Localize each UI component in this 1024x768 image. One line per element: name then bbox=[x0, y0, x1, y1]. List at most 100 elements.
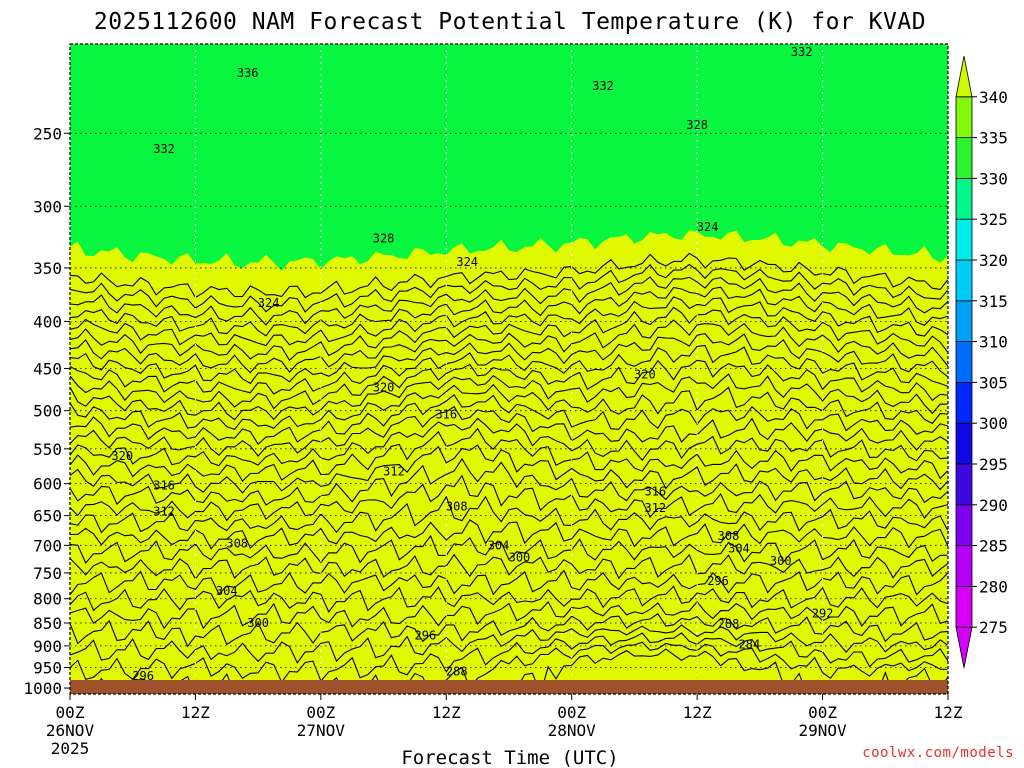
contour-label: 304 bbox=[488, 538, 510, 552]
contour-line-306 bbox=[70, 457, 948, 506]
contour-label: 320 bbox=[634, 368, 656, 382]
y-tick-label: 400 bbox=[33, 312, 62, 331]
x-tick-label: 12Z bbox=[432, 703, 461, 722]
colorbar-tick-label: 295 bbox=[979, 455, 1008, 474]
y-tick-label: 300 bbox=[33, 197, 62, 216]
colorbar-tick-label: 325 bbox=[979, 210, 1008, 229]
contour-line-320 bbox=[70, 373, 948, 421]
x-tick-label: 12Z bbox=[181, 703, 210, 722]
y-tick-label: 650 bbox=[33, 507, 62, 526]
colorbar-segment bbox=[955, 259, 973, 302]
x-tick-label: 00Z bbox=[56, 703, 85, 722]
y-tick-label: 850 bbox=[33, 614, 62, 633]
x-tick-label: 00Z bbox=[808, 703, 837, 722]
contour-line-324 bbox=[70, 344, 948, 395]
contour-line-332 bbox=[70, 296, 948, 347]
contour-label: 312 bbox=[383, 464, 405, 478]
contour-label: 312 bbox=[153, 504, 175, 518]
theta-band-345 bbox=[70, 230, 948, 694]
contour-line-288 bbox=[70, 613, 948, 648]
colorbar-tick-label: 275 bbox=[979, 618, 1008, 637]
colorbar-tick-label: 340 bbox=[979, 88, 1008, 107]
contour-label: 308 bbox=[226, 537, 248, 551]
colorbar-tick-label: 285 bbox=[979, 537, 1008, 556]
contour-line-296 bbox=[70, 553, 948, 580]
x-tick-label: 12Z bbox=[683, 703, 712, 722]
colorbar-segment bbox=[955, 381, 973, 424]
chart-title: 2025112600 NAM Forecast Potential Temper… bbox=[94, 9, 926, 35]
contour-line-336 bbox=[70, 276, 948, 326]
contour-line-340 bbox=[70, 252, 948, 299]
contour-line-312 bbox=[70, 417, 948, 467]
colorbar-segment bbox=[955, 137, 973, 179]
colorbar-tick-label: 280 bbox=[979, 577, 1008, 596]
contour-label: 316 bbox=[644, 485, 666, 499]
colorbar-segment bbox=[955, 504, 973, 546]
contour-label: 300 bbox=[770, 554, 792, 568]
colorbar-segment bbox=[955, 55, 973, 98]
contour-label: 336 bbox=[237, 66, 259, 80]
y-axis: 250 300 350 400 450 500 550 600 650 700 750 800 850 9… bbox=[23, 124, 70, 698]
y-tick-label: 550 bbox=[33, 440, 62, 459]
colorbar-segment bbox=[955, 422, 973, 465]
contour-line-298 bbox=[70, 534, 948, 565]
contour-label: 332 bbox=[592, 79, 614, 93]
contour-line-326 bbox=[70, 332, 948, 385]
credit-text: coolwx.com/models bbox=[862, 745, 1014, 761]
contour-line-322 bbox=[70, 359, 948, 410]
colorbar-segment bbox=[955, 218, 973, 261]
contour-label: 332 bbox=[153, 142, 175, 156]
colorbar-segment bbox=[955, 96, 973, 139]
colorbar-segment bbox=[955, 177, 973, 220]
contour-label: 320 bbox=[373, 381, 395, 395]
y-tick-label: 350 bbox=[33, 259, 62, 278]
y-tick-label: 800 bbox=[33, 590, 62, 609]
contour-label: 328 bbox=[373, 231, 395, 245]
x-tick-label: 00Z bbox=[557, 703, 586, 722]
x-tick-label: 27NOV bbox=[297, 721, 346, 740]
y-tick-label: 750 bbox=[33, 564, 62, 583]
x-axis-label: Forecast Time (UTC) bbox=[401, 747, 618, 768]
contour-label: 284 bbox=[739, 638, 761, 652]
colorbar-segment bbox=[955, 341, 973, 383]
contour-line-328 bbox=[70, 319, 948, 374]
colorbar-segment bbox=[955, 545, 973, 587]
contour-label: 324 bbox=[456, 255, 478, 269]
contour-line-338 bbox=[70, 263, 948, 313]
colorbar: 340 335 330 325 320 315 310 305 300 295 290 285 280 2… bbox=[955, 55, 1008, 669]
y-tick-label: 950 bbox=[33, 659, 62, 678]
colorbar-tick-label: 300 bbox=[979, 414, 1008, 433]
y-tick-label: 250 bbox=[33, 124, 62, 143]
contour-label: 332 bbox=[791, 45, 813, 59]
contour-label: 328 bbox=[686, 118, 708, 132]
x-tick-label: 00Z bbox=[306, 703, 335, 722]
colorbar-tick-label: 330 bbox=[979, 169, 1008, 188]
ground-strip bbox=[70, 680, 948, 694]
contour-label: 316 bbox=[435, 408, 457, 422]
contour-line-292 bbox=[70, 585, 948, 613]
x-tick-label: 26NOV bbox=[46, 721, 95, 740]
x-tick-label: 29NOV bbox=[798, 721, 847, 740]
contour-label: 304 bbox=[728, 542, 750, 556]
colorbar-tick-label: 315 bbox=[979, 292, 1008, 311]
contour-label: 296 bbox=[132, 669, 154, 683]
contour-label: 308 bbox=[718, 529, 740, 543]
contour-line-284 bbox=[70, 632, 948, 684]
contour-line-314 bbox=[70, 405, 948, 457]
plot-area: 336 332 332 332 328 328 324 324 324 320 320 320 316 3… bbox=[70, 44, 948, 694]
y-tick-label: 1000 bbox=[23, 679, 62, 698]
contour-line-286 bbox=[70, 624, 948, 664]
contour-line-330 bbox=[70, 306, 948, 362]
colorbar-tick-label: 305 bbox=[979, 373, 1008, 392]
x-tick-label: 12Z bbox=[934, 703, 963, 722]
contour-label: 320 bbox=[111, 449, 133, 463]
contour-line-290 bbox=[70, 600, 948, 630]
colorbar-tick-label: 335 bbox=[979, 129, 1008, 148]
contour-label: 288 bbox=[718, 617, 740, 631]
colorbar-segment bbox=[955, 463, 973, 506]
contour-line-302 bbox=[70, 495, 948, 534]
colorbar-tick-label: 310 bbox=[979, 333, 1008, 352]
contour-label: 296 bbox=[415, 629, 437, 643]
contour-label: 300 bbox=[247, 616, 269, 630]
